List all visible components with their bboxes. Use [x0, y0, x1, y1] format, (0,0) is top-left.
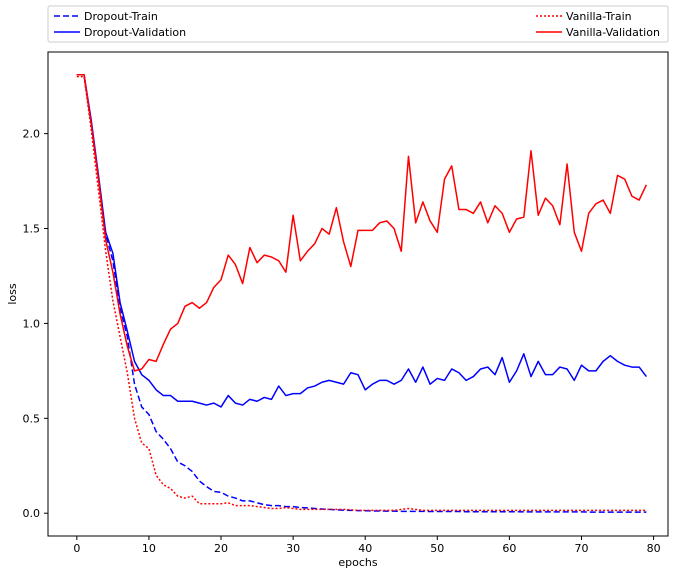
legend-label: Vanilla-Validation [566, 26, 660, 39]
x-tick-label: 0 [73, 542, 80, 555]
series-line-dropout-validation [76, 74, 647, 408]
y-axis-label: loss [6, 283, 19, 305]
series-line-vanilla-validation [76, 74, 648, 372]
x-tick-label: 70 [574, 542, 588, 555]
legend-label: Vanilla-Train [566, 10, 632, 23]
y-tick-label: 0.5 [23, 412, 41, 425]
legend-label: Dropout-Train [84, 10, 158, 23]
x-tick-label: 60 [502, 542, 516, 555]
x-axis-label: epochs [338, 556, 377, 569]
plot-frame [47, 51, 669, 537]
series-line-dropout-train [76, 74, 647, 513]
x-tick-label: 10 [142, 542, 156, 555]
y-tick-label: 1.0 [23, 317, 41, 330]
y-tick-label: 0.0 [23, 507, 41, 520]
x-tick-label: 40 [358, 542, 372, 555]
legend-label: Dropout-Validation [84, 26, 186, 39]
x-tick-label: 20 [214, 542, 228, 555]
y-axis: 0.0 0.5 1.0 1.5 2.0 [23, 128, 48, 520]
plot-area [48, 52, 668, 536]
y-tick-label: 2.0 [23, 128, 41, 141]
x-tick-label: 30 [286, 542, 300, 555]
y-tick-label: 1.5 [23, 223, 41, 236]
x-axis: 0 10 20 30 40 50 60 70 80 [73, 536, 661, 555]
x-tick-label: 80 [647, 542, 661, 555]
legend: Dropout-Train Dropout-Validation Vanilla-T… [47, 5, 669, 43]
series-layer [76, 74, 648, 513]
legend-frame [47, 5, 669, 43]
x-tick-label: 50 [430, 542, 444, 555]
series-line-vanilla-train [76, 75, 647, 512]
